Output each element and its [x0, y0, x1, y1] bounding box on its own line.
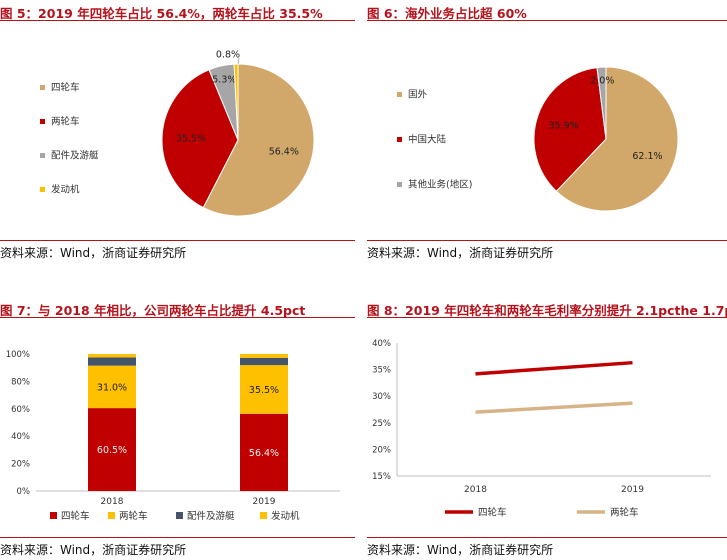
fig7-y-tick-label-4: 80% [11, 377, 30, 387]
fig7-legend-label-2: 配件及游艇 [187, 510, 235, 522]
fig7-bar---2018 [88, 354, 136, 358]
fig7-bar---2019 [240, 354, 288, 358]
figure-7-stacked-bar-chart: 0% 20% 40% 60% 80% 100% 60.5% 31.0% 2018 56.4% 35.… [6, 350, 340, 522]
fig7-bar---2019 [240, 357, 288, 366]
fig5-legend-label-3: 发动机 [51, 184, 80, 196]
fig5-data-label-1: 35.5% [176, 134, 206, 145]
fig5-data-label-0: 56.4% [269, 147, 299, 158]
figure-6-pie-chart: 62.1% 国外 35.9% 中国大陆 2.0% 其他业务(地区) [397, 66, 679, 212]
fig7-y-tick-label-1: 20% [11, 460, 30, 470]
fig5-legend-swatch-3 [40, 187, 45, 192]
fig7-legend-swatch-3 [260, 512, 267, 519]
figure-8-bottom-rule [367, 537, 727, 538]
fig7-legend-swatch-1 [108, 512, 115, 519]
figure-5-pie-chart: 56.4% 四轮车 35.5% 两轮车 5.3% 配件及游艇 0.8% 发动机 [40, 50, 315, 217]
fig6-slice-0 [555, 66, 679, 212]
figure-5-panel: 图 5：2019 年四轮车占比 56.4%，两轮车占比 35.5% 56.4% 四… [0, 0, 355, 262]
figure-6-title-rule [367, 20, 727, 21]
figure-7-panel: 图 7：与 2018 年相比，公司两轮车占比提升 4.5pct 0% 20% 40%… [0, 297, 355, 560]
figure-7-bottom-rule [0, 537, 355, 538]
fig7-x-tick-label-1: 2019 [253, 497, 276, 507]
fig7-legend-label-3: 发动机 [271, 510, 300, 522]
fig6-data-label-0: 62.1% [632, 151, 662, 162]
figure-8-panel: 图 8：2019 年四轮车和两轮车毛利率分别提升 2.1pcthe 1.7pct… [367, 297, 727, 560]
fig6-legend-label-2: 其他业务(地区) [408, 179, 472, 191]
fig6-slice-1 [533, 67, 607, 192]
figure-5-title-rule [0, 20, 355, 21]
figure-5-bottom-rule [0, 240, 355, 241]
figure-8-line-chart: 15% 20% 25% 30% 35% 40% 2018 2019 四轮车 两轮车 [372, 339, 711, 519]
fig8-y-tick-label-3: 30% [372, 392, 391, 402]
fig8-legend-label-1: 两轮车 [610, 507, 639, 519]
fig6-legend-label-1: 中国大陆 [408, 134, 447, 146]
fig7-bar---2018 [88, 408, 136, 491]
fig6-slice-2 [596, 66, 607, 140]
fig7-legend-label-0: 四轮车 [61, 510, 90, 522]
fig5-data-label-3: 0.8% [216, 50, 240, 61]
fig5-slice-0 [202, 63, 315, 217]
fig5-data-label-2: 5.3% [212, 75, 236, 86]
fig7-y-tick-label-0: 0% [17, 487, 31, 497]
fig6-legend-swatch-0 [397, 92, 402, 97]
figure-5-source: 资料来源：Wind，浙商证券研究所 [0, 246, 187, 260]
figure-6-source: 资料来源：Wind，浙商证券研究所 [367, 246, 554, 260]
fig5-legend-label-1: 两轮车 [51, 116, 80, 128]
fig7-bar---2019 [240, 365, 288, 414]
figure-7-title-rule [0, 317, 355, 318]
fig7-y-tick-label-3: 60% [11, 405, 30, 415]
figure-6-bottom-rule [367, 240, 727, 241]
figure-6-title: 图 6：海外业务占比超 60% [367, 6, 527, 21]
figure-8-title: 图 8：2019 年四轮车和两轮车毛利率分别提升 2.1pcthe 1.7pct [367, 303, 727, 318]
fig8-y-tick-label-4: 35% [372, 366, 391, 376]
fig5-legend-label-0: 四轮车 [51, 82, 80, 94]
fig8-x-tick-label-1: 2019 [621, 485, 644, 495]
figure-8-title-rule [367, 317, 727, 318]
fig7-bar---2018 [88, 357, 136, 366]
fig6-legend-swatch-1 [397, 137, 402, 142]
fig5-slice-3 [233, 63, 239, 141]
fig7-data-label-1-0: 31.0% [97, 382, 127, 393]
fig7-bar---2018 [88, 365, 136, 409]
figure-6-panel: 图 6：海外业务占比超 60% 62.1% 国外 35.9% 中国大陆 2.0% 其他业务… [367, 0, 727, 262]
fig7-x-tick-label-0: 2018 [101, 497, 124, 507]
fig5-legend-label-2: 配件及游艇 [51, 150, 99, 162]
fig5-slice-1 [161, 69, 239, 209]
fig7-y-tick-label-5: 100% [6, 350, 30, 360]
fig5-legend-swatch-1 [40, 119, 45, 124]
fig7-data-label-1-1: 35.5% [249, 385, 279, 396]
fig6-legend-label-0: 国外 [408, 89, 428, 101]
fig5-legend-swatch-2 [40, 153, 45, 158]
fig7-data-label-0-1: 56.4% [249, 448, 279, 459]
fig7-legend-swatch-0 [50, 512, 57, 519]
fig6-data-label-2: 2.0% [590, 76, 614, 87]
fig8-y-tick-label-5: 40% [372, 339, 391, 349]
figure-5-title: 图 5：2019 年四轮车占比 56.4%，两轮车占比 35.5% [0, 6, 323, 21]
fig8-x-tick-label-0: 2018 [464, 485, 487, 495]
fig8-legend-label-0: 四轮车 [478, 507, 507, 519]
fig8-y-tick-label-0: 15% [372, 472, 391, 482]
fig5-legend-swatch-0 [40, 85, 45, 90]
fig6-legend-swatch-2 [397, 182, 402, 187]
fig5-leader-line-3 [237, 57, 240, 65]
fig7-data-label-0-0: 60.5% [97, 445, 127, 456]
fig8-line-- [475, 401, 633, 414]
fig7-legend-label-1: 两轮车 [119, 510, 148, 522]
fig7-bar---2019 [240, 413, 288, 491]
fig7-y-tick-label-2: 40% [11, 432, 30, 442]
fig8-y-tick-label-2: 25% [372, 419, 391, 429]
figure-7-source: 资料来源：Wind，浙商证券研究所 [0, 543, 187, 557]
fig8-y-tick-label-1: 20% [372, 445, 391, 455]
fig6-data-label-1: 35.9% [548, 121, 578, 132]
figure-7-title: 图 7：与 2018 年相比，公司两轮车占比提升 4.5pct [0, 303, 306, 318]
fig7-legend-swatch-2 [176, 512, 183, 519]
fig8-line-- [475, 360, 633, 376]
figure-8-source: 资料来源：Wind，浙商证券研究所 [367, 543, 554, 557]
